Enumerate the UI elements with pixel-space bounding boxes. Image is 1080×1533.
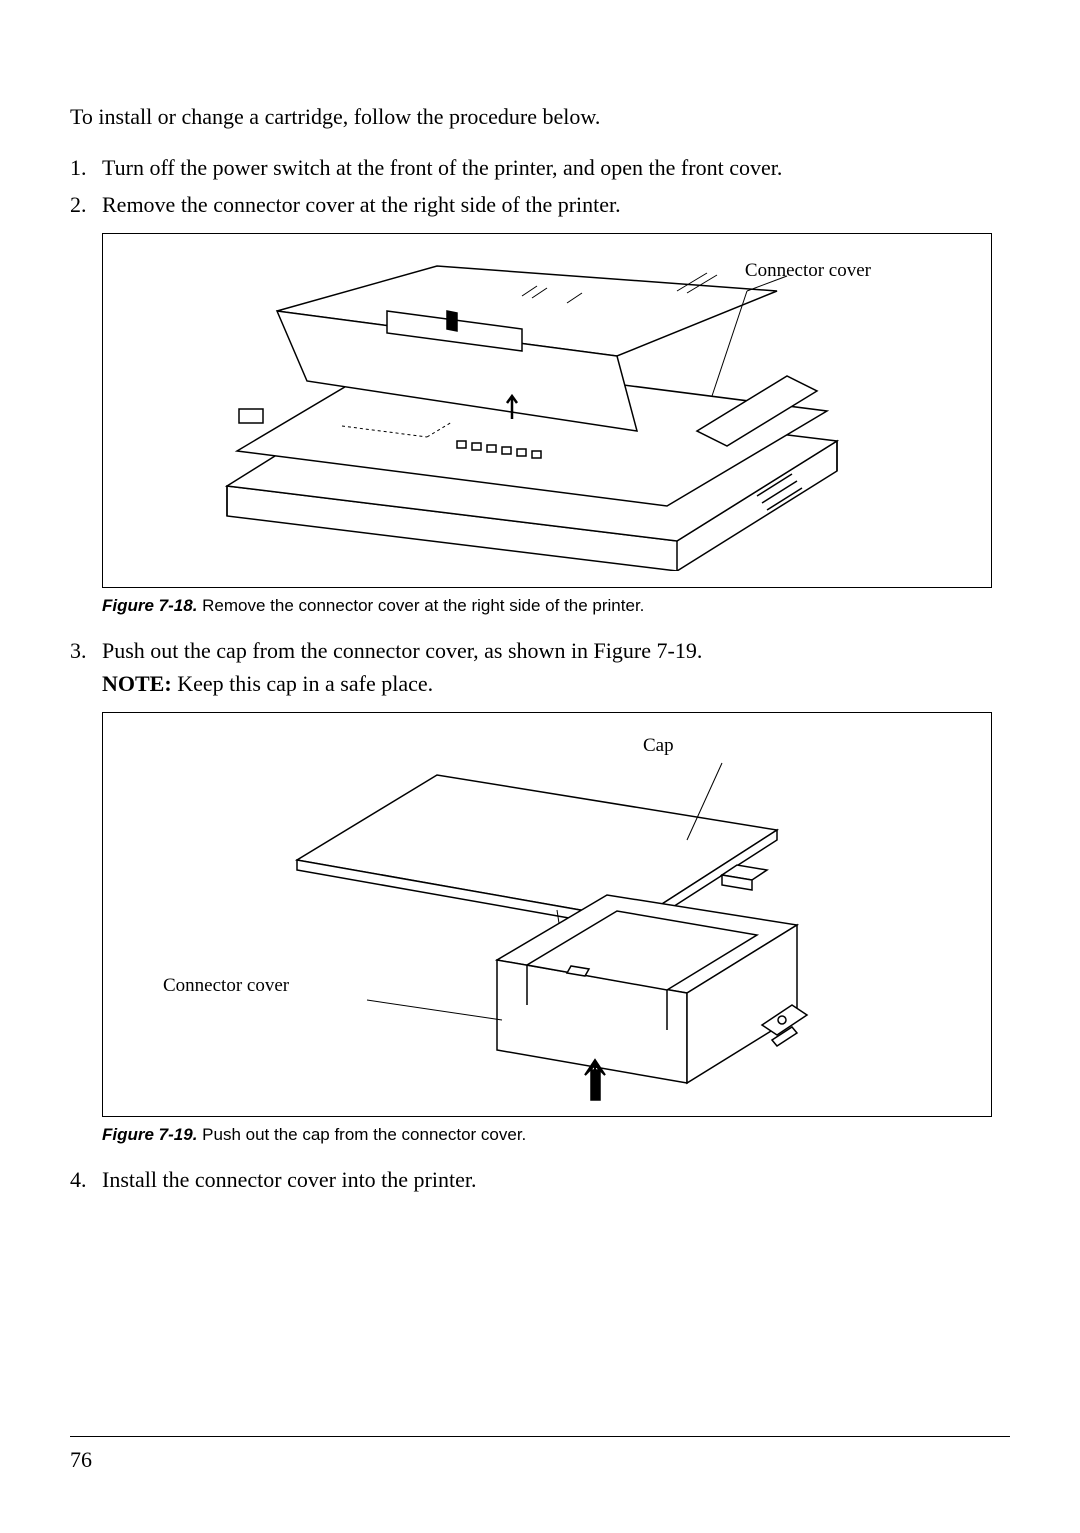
list-item: 4. Install the connector cover into the … — [70, 1163, 1010, 1196]
footer-rule — [70, 1436, 1010, 1437]
list-content: Install the connector cover into the pri… — [102, 1163, 1010, 1196]
list-number: 4. — [70, 1163, 102, 1196]
page-number: 76 — [70, 1447, 92, 1472]
figure-caption: Figure 7-19. Push out the cap from the c… — [102, 1125, 1010, 1145]
list-number: 1. — [70, 151, 102, 184]
note-text: Keep this cap in a safe place. — [172, 671, 433, 696]
figure-number: Figure 7-18. — [102, 596, 197, 615]
list-item: 1. Turn off the power switch at the fron… — [70, 151, 1010, 184]
figure-caption-text: Remove the connector cover at the right … — [197, 596, 644, 615]
list-content: Turn off the power switch at the front o… — [102, 151, 1010, 184]
list-item: 2. Remove the connector cover at the rig… — [70, 188, 1010, 221]
figure-caption: Figure 7-18. Remove the connector cover … — [102, 596, 1010, 616]
instruction-list-final: 4. Install the connector cover into the … — [70, 1163, 1010, 1196]
step-text: Push out the cap from the connector cove… — [102, 638, 702, 663]
connector-cover-diagram-icon — [167, 725, 927, 1105]
printer-diagram-icon — [167, 251, 927, 571]
instruction-list: 1. Turn off the power switch at the fron… — [70, 151, 1010, 221]
figure-caption-text: Push out the cap from the connector cove… — [197, 1125, 526, 1144]
list-content: Remove the connector cover at the right … — [102, 188, 1010, 221]
note-label: NOTE: — [102, 671, 172, 696]
instruction-list-continued: 3. Push out the cap from the connector c… — [70, 634, 1010, 700]
list-number: 2. — [70, 188, 102, 221]
list-content: Push out the cap from the connector cove… — [102, 634, 1010, 700]
figure-7-18: Connector cover — [102, 233, 992, 588]
page-footer: 76 — [70, 1436, 1010, 1473]
intro-paragraph: To install or change a cartridge, follow… — [70, 100, 1010, 133]
figure-7-19: Cap Connector cover — [102, 712, 992, 1117]
figure-number: Figure 7-19. — [102, 1125, 197, 1144]
list-item: 3. Push out the cap from the connector c… — [70, 634, 1010, 700]
list-number: 3. — [70, 634, 102, 700]
